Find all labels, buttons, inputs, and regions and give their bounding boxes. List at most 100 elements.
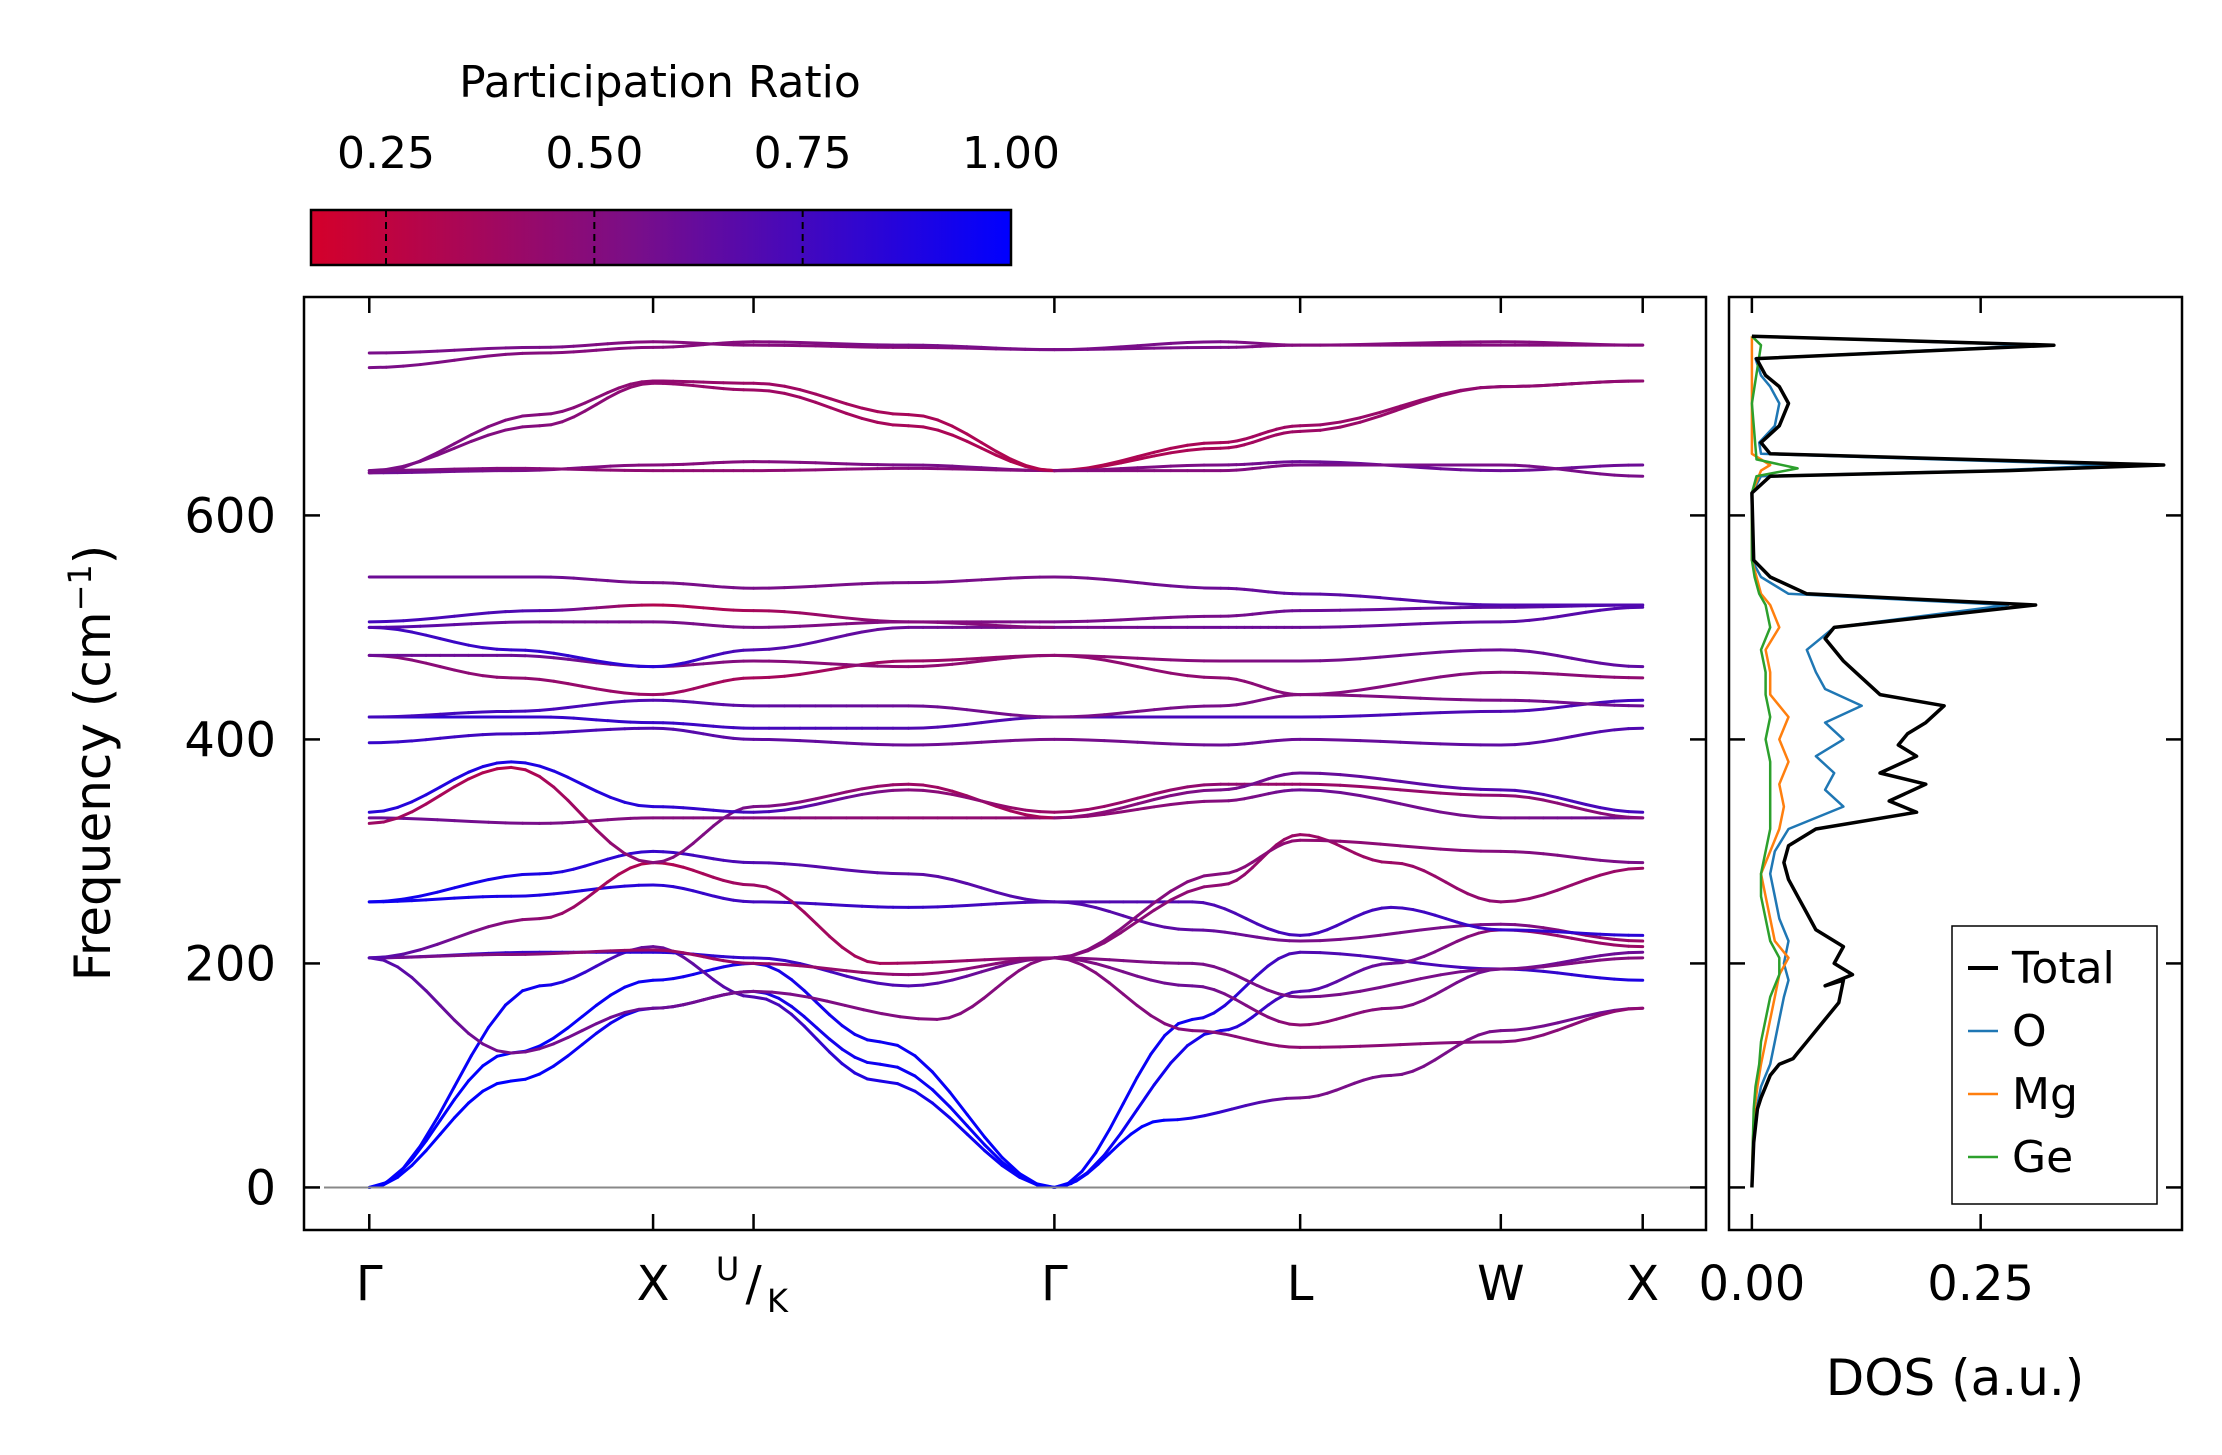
band-segment — [594, 1015, 613, 1026]
band-segment — [609, 1013, 627, 1025]
band-segment — [767, 861, 787, 866]
band-segment — [1378, 407, 1402, 418]
band-segment — [711, 734, 725, 739]
band-segment — [452, 668, 471, 675]
band-segment — [1086, 576, 1106, 581]
band-segment — [936, 579, 954, 584]
band — [1052, 653, 1645, 697]
band-segment — [798, 640, 818, 647]
band-segment — [994, 962, 1013, 970]
band-segment — [1455, 920, 1470, 927]
band-segment — [1119, 617, 1140, 622]
band-segment — [798, 863, 818, 868]
band-segment — [681, 383, 695, 388]
band-segment — [1023, 654, 1042, 658]
band-segment — [721, 985, 735, 994]
band-segment — [845, 616, 864, 622]
band-segment — [1121, 970, 1139, 978]
band-segment — [1318, 951, 1342, 956]
band — [367, 849, 1056, 904]
band-segment — [640, 945, 655, 950]
band-segment — [1152, 451, 1173, 458]
band-segment — [401, 816, 422, 821]
band-segment — [671, 885, 685, 890]
band-segment — [1527, 1033, 1545, 1041]
band-segment — [1584, 1013, 1602, 1022]
band-segment — [1102, 655, 1123, 659]
band-segment — [1488, 927, 1503, 932]
band-segment — [1556, 971, 1574, 977]
band-segment — [572, 349, 587, 354]
band-segment — [1163, 1022, 1181, 1031]
band-segment — [523, 676, 542, 681]
band — [367, 765, 1056, 865]
band-segment — [1344, 847, 1357, 855]
band-segment — [671, 661, 685, 667]
band-segment — [467, 1064, 485, 1083]
band-segment — [994, 453, 1013, 463]
band-segment — [1598, 957, 1616, 962]
band-segment — [538, 915, 553, 921]
x-tick-label: W — [1477, 1256, 1524, 1312]
band-segment — [1570, 465, 1588, 470]
band-segment — [1527, 790, 1545, 796]
band-segment — [1419, 782, 1443, 788]
band-segment — [701, 661, 715, 666]
band-segment — [950, 903, 969, 908]
band-segment — [876, 972, 895, 976]
band-segment — [435, 358, 456, 365]
band-segment — [1459, 386, 1483, 393]
band-segment — [1307, 1021, 1320, 1027]
band-segment — [845, 630, 864, 637]
band-segment — [452, 1101, 471, 1120]
band-segment — [1344, 971, 1357, 979]
band-segment — [1584, 873, 1602, 882]
band-segment — [767, 957, 787, 963]
band-segment — [1439, 924, 1463, 930]
band-segment — [814, 902, 833, 907]
band — [1052, 838, 1645, 960]
band-segment — [1086, 738, 1106, 743]
band-segment — [438, 1003, 456, 1022]
band-segment — [979, 577, 998, 582]
band-segment — [1102, 577, 1123, 583]
band-segment — [452, 895, 471, 900]
band-segment — [1455, 935, 1470, 943]
band-segment — [583, 889, 598, 901]
band-segment — [711, 702, 725, 707]
band-segment — [1541, 798, 1560, 805]
band-segment — [1358, 933, 1382, 940]
band-segment — [1102, 739, 1123, 743]
band-segment — [1398, 844, 1423, 850]
band-segment — [538, 1042, 556, 1051]
band-segment — [721, 858, 735, 864]
band-segment — [994, 656, 1013, 661]
band — [1052, 771, 1645, 820]
band-segment — [950, 878, 969, 885]
band-segment — [1094, 1127, 1112, 1155]
band-segment — [845, 974, 864, 982]
band-segment — [1152, 615, 1173, 620]
band-segment — [731, 881, 746, 886]
band-segment — [1334, 1085, 1348, 1092]
band-segment — [1371, 1074, 1384, 1080]
band-segment — [640, 379, 655, 384]
band-segment — [1119, 1107, 1140, 1135]
band-segment — [572, 819, 587, 824]
band-segment — [671, 620, 685, 625]
band-segment — [950, 621, 969, 626]
band-segment — [711, 341, 725, 346]
band-segment — [1185, 585, 1206, 590]
band-segment — [1570, 701, 1588, 706]
band-segment — [1527, 699, 1545, 703]
band-segment — [661, 861, 675, 867]
band — [1052, 693, 1645, 719]
band-segment — [1201, 1029, 1216, 1034]
band-segment — [594, 396, 610, 407]
legend-label-mg: Mg — [2012, 1069, 2078, 1120]
band-segment — [1086, 619, 1106, 623]
band-segment — [1488, 1029, 1503, 1034]
band-segment — [1102, 801, 1123, 808]
band-segment — [1266, 998, 1278, 1007]
band-segment — [950, 974, 969, 982]
